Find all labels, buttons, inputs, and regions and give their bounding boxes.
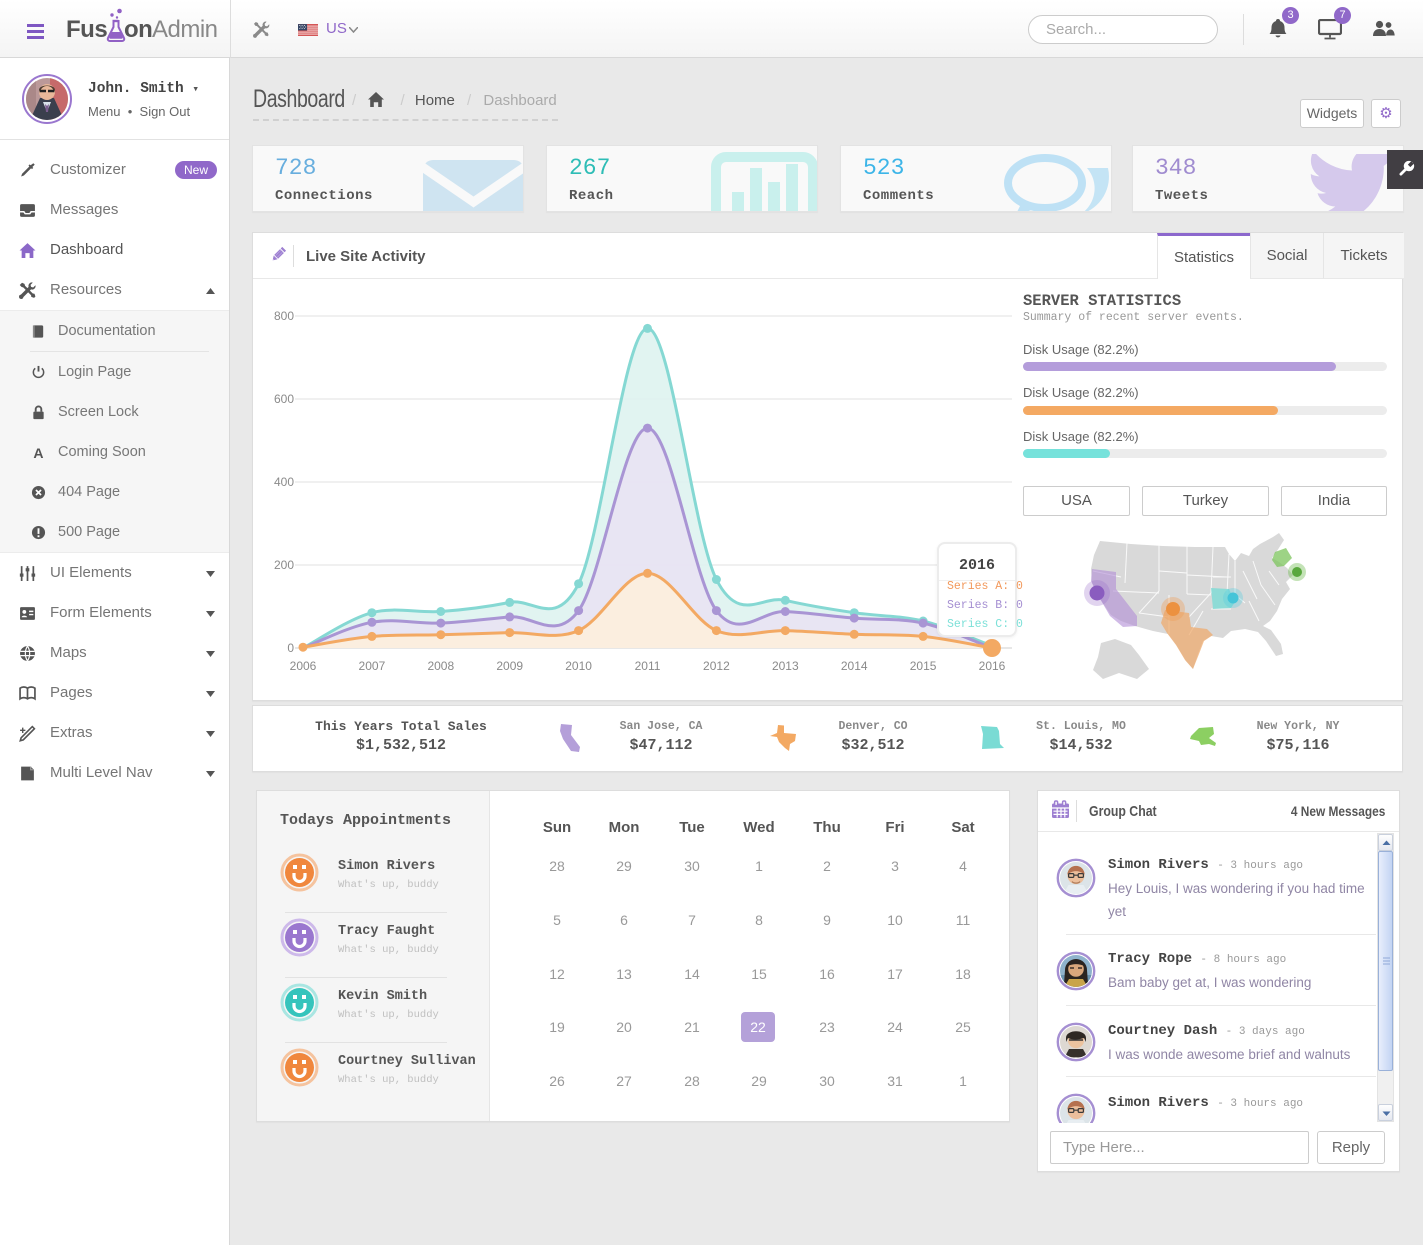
svg-text:2007: 2007 <box>359 659 386 673</box>
svg-text:800: 800 <box>274 309 294 323</box>
svg-text:2010: 2010 <box>565 659 592 673</box>
svg-text:200: 200 <box>274 558 294 572</box>
svg-text:2013: 2013 <box>772 659 799 673</box>
svg-text:2016: 2016 <box>979 659 1006 673</box>
svg-text:2009: 2009 <box>496 659 523 673</box>
svg-text:2015: 2015 <box>910 659 937 673</box>
svg-text:A: A <box>33 445 43 460</box>
svg-text:2011: 2011 <box>635 659 661 673</box>
svg-text:2008: 2008 <box>427 659 454 673</box>
svg-text:2014: 2014 <box>841 659 868 673</box>
svg-text:2006: 2006 <box>290 659 317 673</box>
svg-text:0: 0 <box>287 641 294 655</box>
svg-text:2012: 2012 <box>703 659 730 673</box>
svg-text:600: 600 <box>274 392 294 406</box>
svg-text:400: 400 <box>274 475 294 489</box>
